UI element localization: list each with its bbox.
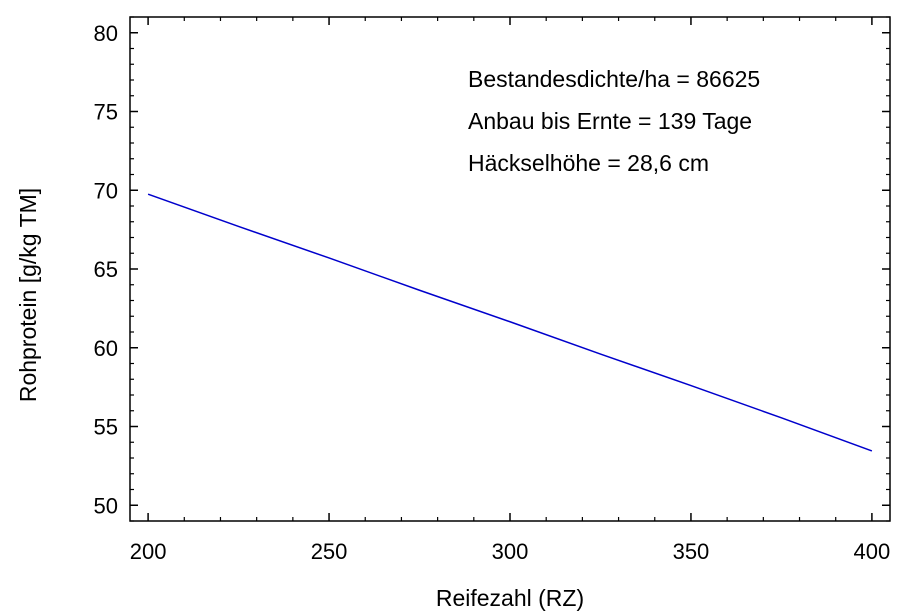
y-axis-title: Rohprotein [g/kg TM] (15, 188, 41, 402)
annotation-anbau-bis-ernte: Anbau bis Ernte = 139 Tage (468, 108, 752, 134)
axis-ticks (130, 16, 890, 522)
x-tick-label: 350 (673, 539, 710, 564)
x-tick-label: 200 (130, 539, 167, 564)
annotation-bestandesdichte: Bestandesdichte/ha = 86625 (468, 66, 760, 92)
x-tick-label: 250 (311, 539, 348, 564)
y-tick-label: 65 (94, 257, 118, 282)
annotation-haeckselhoehe: Häckselhöhe = 28,6 cm (468, 150, 709, 176)
series-line (147, 193, 873, 452)
x-tick-labels: 200 250 300 350 400 (130, 539, 891, 564)
x-tick-label: 300 (492, 539, 529, 564)
x-axis-title: Reifezahl (RZ) (436, 585, 584, 611)
x-tick-label: 400 (854, 539, 891, 564)
y-tick-labels: 50 55 60 65 70 75 80 (94, 21, 118, 519)
y-tick-label: 60 (94, 336, 118, 361)
plot-frame (129, 16, 891, 522)
y-tick-label: 50 (94, 493, 118, 518)
y-tick-label: 55 (94, 415, 118, 440)
y-tick-label: 75 (94, 100, 118, 125)
y-tick-label: 70 (94, 178, 118, 203)
y-tick-label: 80 (94, 21, 118, 46)
